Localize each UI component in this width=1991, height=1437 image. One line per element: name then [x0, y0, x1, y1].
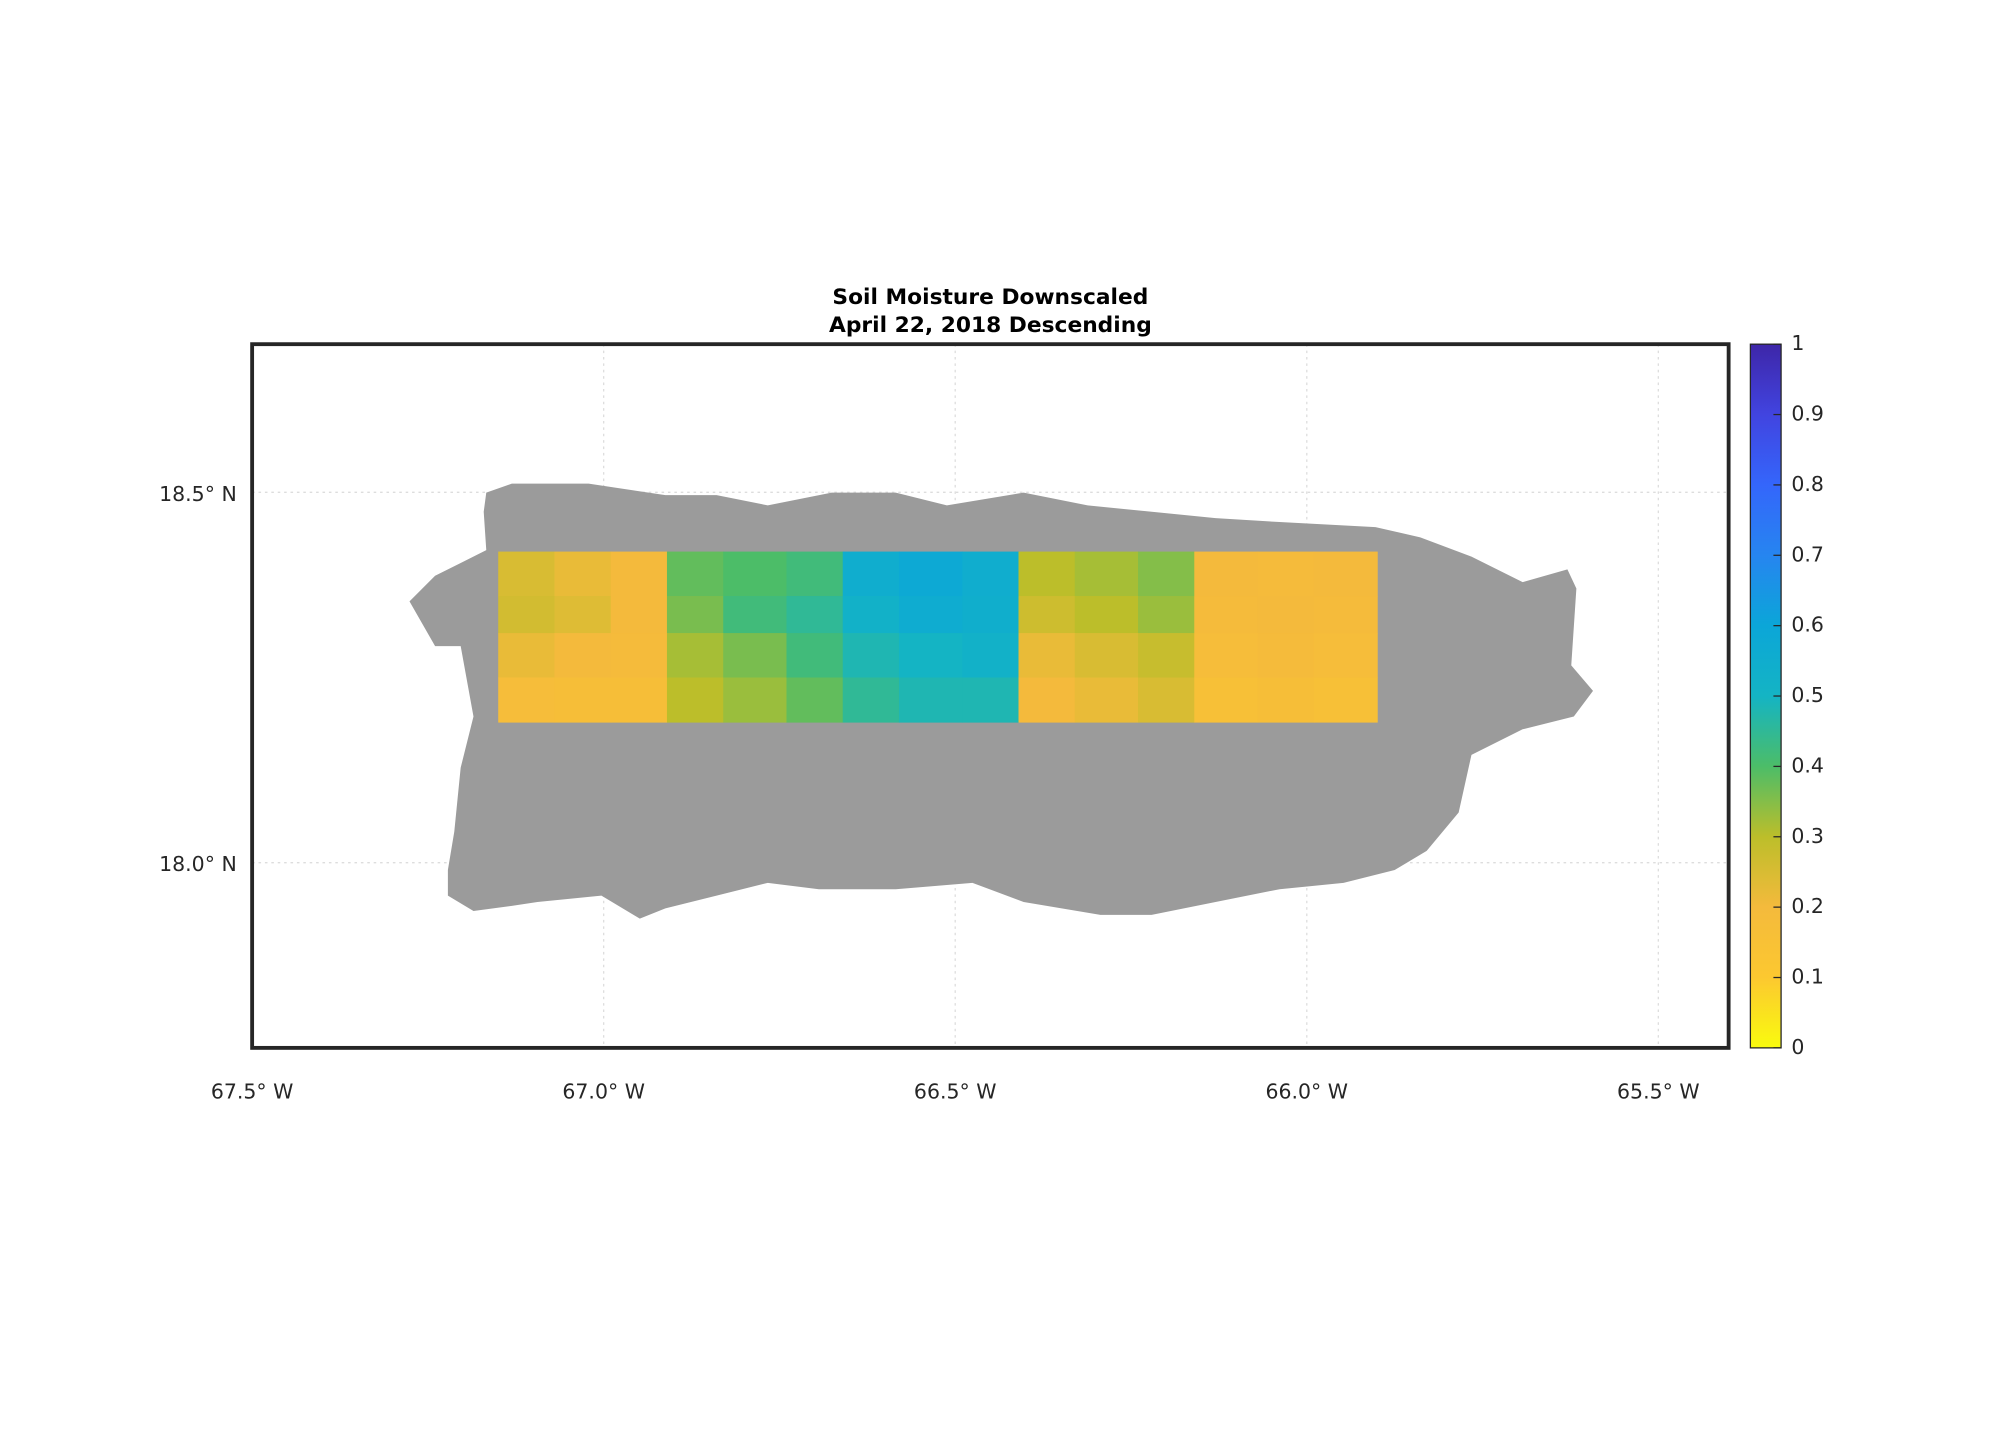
grid-cell — [962, 596, 1020, 634]
chart-subtitle: April 22, 2018 Descending — [829, 313, 1152, 338]
x-tick-label: 67.0° W — [562, 1080, 645, 1104]
grid-cell — [1018, 677, 1076, 723]
colorbar-tick-label: 1 — [1791, 331, 1804, 355]
y-tick-label: 18.0° N — [159, 852, 237, 876]
grid-cell — [610, 677, 668, 723]
x-tick-label: 66.0° W — [1265, 1080, 1348, 1104]
grid-cell — [842, 596, 900, 634]
grid-cell — [898, 596, 963, 634]
grid-cell — [723, 596, 788, 634]
grid-cell — [898, 633, 963, 679]
grid-cell — [723, 677, 788, 723]
colorbar-tick-label: 0.9 — [1791, 402, 1824, 426]
colorbar-tick-label: 0 — [1791, 1035, 1804, 1059]
grid-cell — [610, 551, 668, 597]
grid-cell — [962, 551, 1020, 597]
grid-cell — [842, 677, 900, 723]
grid-cell — [498, 633, 556, 679]
grid-cell — [786, 677, 844, 723]
grid-cell — [1194, 677, 1259, 723]
grid-cell — [786, 551, 844, 597]
grid-cell — [723, 633, 788, 679]
map-frame — [250, 342, 1731, 1050]
grid-cell — [498, 596, 556, 634]
grid-cell — [1257, 596, 1315, 634]
grid-cell — [666, 677, 724, 723]
grid-cell — [1138, 633, 1195, 679]
grid-cell — [1138, 596, 1195, 634]
grid-cell — [498, 677, 556, 723]
grid-cell — [1257, 551, 1315, 597]
x-tick-label: 65.5° W — [1617, 1080, 1700, 1104]
grid-cell — [1074, 551, 1139, 597]
grid-cell — [666, 596, 724, 634]
grid-cell — [1018, 551, 1076, 597]
grid-cell — [723, 551, 788, 597]
colorbar-tick-label: 0.8 — [1791, 472, 1824, 496]
grid-cell — [1074, 596, 1139, 634]
grid-cell — [1313, 633, 1378, 679]
grid-cell — [1313, 551, 1378, 597]
grid-cell — [1138, 677, 1195, 723]
soil-moisture-grid — [498, 551, 1378, 723]
grid-cell — [1257, 633, 1315, 679]
grid-cell — [666, 633, 724, 679]
grid-cell — [1074, 633, 1139, 679]
colorbar-tick-label: 0.2 — [1791, 894, 1824, 918]
y-tick-label: 18.5° N — [159, 482, 237, 506]
grid-cell — [1257, 677, 1315, 723]
grid-cell — [1018, 633, 1076, 679]
grid-cell — [786, 633, 844, 679]
grid-cell — [1074, 677, 1139, 723]
grid-cell — [1313, 596, 1378, 634]
grid-cell — [842, 551, 900, 597]
grid-cell — [610, 633, 668, 679]
grid-cell — [554, 677, 612, 723]
colorbar-tick-label: 0.4 — [1791, 753, 1824, 777]
colorbar-tick-label: 0.3 — [1791, 824, 1824, 848]
grid-cell — [1018, 596, 1076, 634]
grid-cell — [610, 596, 668, 634]
x-tick-label: 66.5° W — [914, 1080, 997, 1104]
grid-cell — [962, 633, 1020, 679]
grid-cell — [1313, 677, 1378, 723]
grid-cell — [554, 551, 612, 597]
grid-cell — [786, 596, 844, 634]
grid-cell — [666, 551, 724, 597]
grid-cell — [898, 677, 963, 723]
grid-cell — [1194, 596, 1259, 634]
grid-cell — [842, 633, 900, 679]
grid-cell — [554, 596, 612, 634]
grid-cell — [1194, 633, 1259, 679]
grid-cell — [962, 677, 1020, 723]
colorbar-tick-label: 0.6 — [1791, 613, 1824, 637]
colorbar-tick-label: 0.1 — [1791, 965, 1824, 989]
chart-title: Soil Moisture Downscaled — [832, 285, 1148, 310]
grid-cell — [1194, 551, 1259, 597]
grid-cell — [898, 551, 963, 597]
colorbar-tick-label: 0.7 — [1791, 542, 1824, 566]
grid-cell — [1138, 551, 1195, 597]
colorbar-tick-label: 0.5 — [1791, 683, 1824, 707]
grid-cell — [498, 551, 556, 597]
x-tick-label: 67.5° W — [211, 1080, 294, 1104]
grid-cell — [554, 633, 612, 679]
